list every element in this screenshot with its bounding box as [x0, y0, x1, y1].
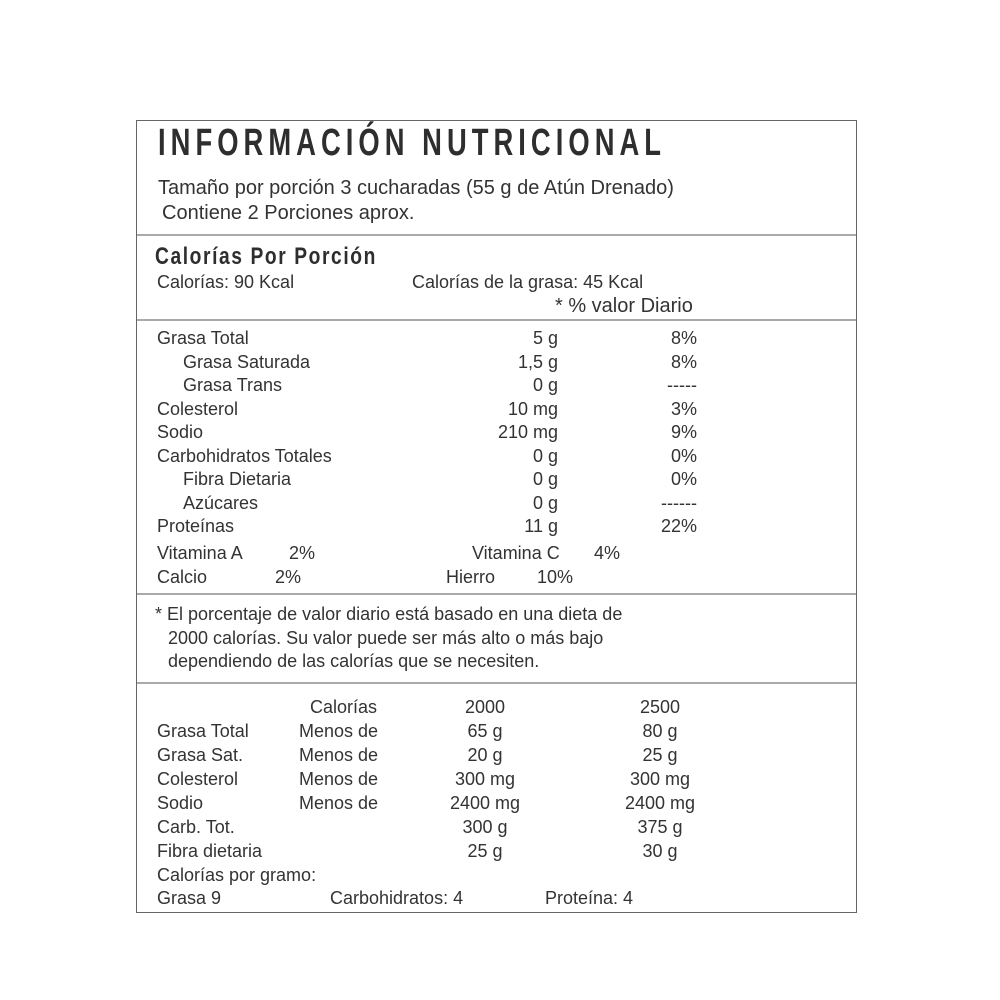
- fat-calories-value: Calorías de la grasa: 45 Kcal: [412, 272, 644, 292]
- reference-qualifier: Menos de: [299, 793, 379, 813]
- nutrient-name: Sodio: [157, 422, 204, 442]
- reference-header-2500: 2500: [639, 697, 681, 717]
- nutrient-amount: 0 g: [532, 375, 558, 395]
- daily-value-header: * % valor Diario: [555, 295, 693, 317]
- reference-nutrient: Fibra dietaria: [157, 841, 263, 861]
- reference-header-label: Calorías: [310, 697, 378, 717]
- nutrient-daily-value: ------: [661, 492, 697, 513]
- nutrient-daily-value: 22%: [660, 516, 697, 536]
- nutrient-name: Proteínas: [157, 516, 235, 536]
- reference-qualifier: Menos de: [299, 721, 379, 741]
- nutrient-amount: 0 g: [532, 492, 558, 513]
- reference-value-2500: 25 g: [642, 745, 678, 765]
- fat-per-gram: Grasa 9: [157, 888, 222, 908]
- reference-value-2500: 375 g: [637, 817, 683, 837]
- reference-value-2000: 300 mg: [454, 769, 516, 789]
- vitamin-c-value: 4%: [594, 543, 621, 563]
- label-title: INFORMACIÓN NUTRICIONAL: [158, 122, 667, 164]
- nutrient-daily-value: 8%: [670, 328, 697, 348]
- divider: [137, 593, 856, 595]
- nutrient-daily-value: 9%: [670, 422, 697, 442]
- nutrient-amount: 210 mg: [497, 422, 558, 442]
- reference-nutrient: Sodio: [157, 793, 204, 813]
- serving-size: Tamaño por porción 3 cucharadas (55 g de…: [158, 177, 674, 199]
- reference-value-2500: 300 mg: [629, 769, 691, 789]
- nutrition-label: [136, 120, 857, 913]
- calcium-label: Calcio: [157, 567, 208, 587]
- nutrient-amount: 1,5 g: [517, 351, 558, 372]
- nutrient-name: Carbohidratos Totales: [157, 445, 332, 466]
- protein-per-gram: Proteína: 4: [545, 888, 634, 908]
- nutrient-daily-value: 0%: [670, 469, 697, 489]
- nutrient-daily-value: -----: [667, 375, 697, 395]
- divider: [137, 682, 856, 684]
- divider: [137, 234, 856, 236]
- reference-nutrient: Colesterol: [157, 769, 239, 789]
- reference-value-2000: 25 g: [467, 841, 503, 861]
- nutrient-amount: 11 g: [524, 516, 558, 536]
- nutrient-amount: 0 g: [532, 469, 558, 489]
- reference-nutrient: Grasa Sat.: [157, 745, 244, 765]
- nutrient-daily-value: 8%: [670, 351, 697, 372]
- footnote-line: 2000 calorías. Su valor puede ser más al…: [168, 628, 604, 648]
- nutrient-amount: 10 mg: [507, 398, 558, 419]
- reference-value-2500: 2400 mg: [624, 793, 696, 813]
- reference-qualifier: Menos de: [299, 769, 379, 789]
- servings-per-container: Contiene 2 Porciones aprox.: [162, 202, 415, 224]
- nutrient-amount: 0 g: [532, 445, 558, 466]
- carbs-per-gram: Carbohidratos: 4: [330, 888, 464, 908]
- nutrient-name: Grasa Saturada: [183, 351, 311, 372]
- reference-nutrient: Carb. Tot.: [157, 817, 235, 837]
- footnote-line: dependiendo de las calorías que se neces…: [168, 651, 540, 671]
- reference-value-2000: 65 g: [467, 721, 503, 741]
- nutrient-daily-value: 3%: [670, 398, 697, 419]
- nutrient-name: Grasa Total: [157, 328, 249, 348]
- nutrient-name: Fibra Dietaria: [183, 469, 292, 489]
- reference-value-2500: 30 g: [642, 841, 678, 861]
- reference-nutrient: Grasa Total: [157, 721, 249, 741]
- nutrient-name: Grasa Trans: [183, 375, 283, 395]
- nutrient-name: Colesterol: [157, 398, 239, 419]
- calcium-value: 2%: [275, 567, 302, 587]
- reference-value-2000: 2400 mg: [449, 793, 521, 813]
- vitamin-c-label: Vitamina C: [472, 543, 560, 563]
- nutrient-name: Azúcares: [183, 492, 259, 513]
- reference-value-2000: 300 g: [462, 817, 508, 837]
- calories-value: Calorías: 90 Kcal: [157, 272, 295, 292]
- iron-value: 10%: [537, 567, 574, 587]
- reference-header-2000: 2000: [464, 697, 506, 717]
- reference-qualifier: Menos de: [299, 745, 379, 765]
- footnote-line: * El porcentaje de valor diario está bas…: [155, 604, 623, 624]
- nutrient-amount: 5 g: [532, 328, 558, 348]
- reference-value-2500: 80 g: [642, 721, 678, 741]
- nutrient-daily-value: 0%: [670, 445, 697, 466]
- divider: [137, 319, 856, 321]
- calories-heading: Calorías Por Porción: [155, 243, 377, 270]
- vitamin-a-label: Vitamina A: [157, 543, 243, 563]
- iron-label: Hierro: [446, 567, 496, 587]
- reference-value-2000: 20 g: [467, 745, 503, 765]
- calories-per-gram-label: Calorías por gramo:: [157, 865, 317, 885]
- vitamin-a-value: 2%: [289, 543, 316, 563]
